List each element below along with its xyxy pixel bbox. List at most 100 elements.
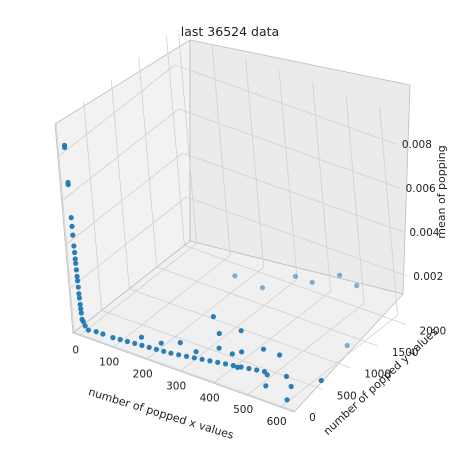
x-gridline: [312, 82, 332, 292]
z-tick-labels: 0.002 0.004 0.006 0.008: [402, 139, 443, 283]
scatter-point: [78, 310, 84, 316]
x-gridline: [146, 267, 264, 360]
scatter-point: [85, 327, 91, 333]
scatter-point: [72, 249, 78, 256]
scatter-point: [71, 243, 77, 249]
scatter-point: [246, 365, 252, 372]
scatter-point: [110, 335, 116, 341]
scatter-point: [65, 182, 71, 188]
x-tick-label: 0: [72, 344, 79, 356]
scatter-point: [82, 323, 88, 329]
z-gridline: [65, 152, 183, 246]
x-tick-label: 400: [200, 392, 220, 404]
z-tick-label: 0.006: [406, 183, 436, 195]
z-gridline: [57, 64, 176, 158]
scatter-point: [72, 256, 78, 262]
y-tick-label: 0: [309, 412, 316, 424]
scatter-point: [309, 279, 315, 285]
scatter-point: [161, 348, 167, 354]
y-tick-label: 1500: [392, 347, 419, 359]
z-gridline: [61, 108, 179, 202]
x-tick-labels: 0 100 200 300 400 500 600: [72, 344, 286, 428]
scatter-point: [263, 383, 269, 389]
scatter-point: [284, 397, 290, 403]
scatter-point: [260, 346, 267, 352]
x-tick-label: 100: [99, 356, 119, 368]
scatter-point: [239, 349, 245, 355]
scatter-point: [193, 349, 199, 355]
x-gridline: [178, 34, 198, 244]
z-tick-label: 0.008: [402, 139, 432, 151]
z-gridline: [174, 64, 396, 145]
scatter-point: [153, 346, 159, 352]
z-gridline: [186, 196, 408, 277]
scatter-point: [176, 352, 182, 358]
scatter-point: [138, 334, 145, 340]
scatter-point: [132, 340, 138, 346]
y-tick-label: 2000: [419, 325, 446, 337]
scatter-point: [69, 223, 75, 229]
scatter-point: [100, 331, 106, 337]
x-tick-label: 200: [133, 368, 153, 380]
scatter-point: [168, 350, 174, 356]
y-gridline: [129, 288, 351, 369]
x-gridline: [112, 255, 231, 348]
scatter-point: [146, 344, 152, 350]
scatter-point: [210, 314, 216, 320]
y-gridline: [55, 123, 75, 333]
x-gridline: [79, 243, 197, 336]
data-points: [61, 142, 360, 403]
scatter-point: [73, 260, 79, 266]
x-gridline: [246, 302, 365, 396]
y-gridline: [73, 331, 296, 412]
scatter-point: [354, 283, 360, 289]
x-gridline: [278, 70, 298, 280]
x-tick-label: 600: [267, 416, 287, 428]
scatter-point: [277, 352, 283, 358]
scatter-point: [76, 295, 82, 301]
scatter-point: [292, 273, 298, 279]
y-tick-label: 1000: [364, 369, 391, 381]
scatter-point: [318, 377, 324, 384]
z-gridline: [178, 108, 400, 189]
scatter-point: [288, 383, 294, 390]
scatter-point: [337, 272, 343, 278]
x-tick-label: 500: [233, 404, 253, 416]
scatter-point: [139, 342, 145, 348]
floor-pane: [72, 240, 404, 413]
y-gridline: [83, 101, 103, 311]
z-gridline: [68, 196, 187, 290]
scatter-point: [216, 345, 222, 351]
scatter-point: [283, 373, 290, 379]
scatter-point: [78, 306, 84, 312]
x-gridline: [179, 278, 298, 372]
y-gridline: [184, 244, 406, 325]
scatter-point: [68, 215, 74, 221]
scatter-point: [232, 273, 238, 279]
scatter-point: [215, 359, 221, 365]
scatter-point: [75, 284, 81, 290]
scatter-point: [76, 291, 82, 297]
scatter-point: [74, 273, 80, 279]
x-gridline: [211, 46, 231, 256]
scatter-point: [124, 338, 130, 345]
z-gridline: [182, 152, 404, 233]
scatter-point: [191, 355, 197, 361]
scatter-point: [75, 278, 81, 284]
scatter-point: [254, 367, 260, 373]
scatter-point: [199, 356, 205, 362]
scatter-point: [229, 351, 235, 357]
scatter-point: [73, 267, 79, 273]
y-gridline: [110, 79, 130, 289]
scatter-point: [259, 285, 266, 291]
x-tick-label: 300: [166, 380, 186, 392]
x-gridline: [245, 58, 265, 268]
scatter-point: [77, 301, 83, 308]
y-gridline: [138, 58, 158, 268]
chart-title: last 36524 data: [181, 24, 279, 39]
scatter-point: [230, 362, 236, 369]
scatter-point: [62, 144, 68, 151]
scatter-point: [235, 364, 241, 370]
